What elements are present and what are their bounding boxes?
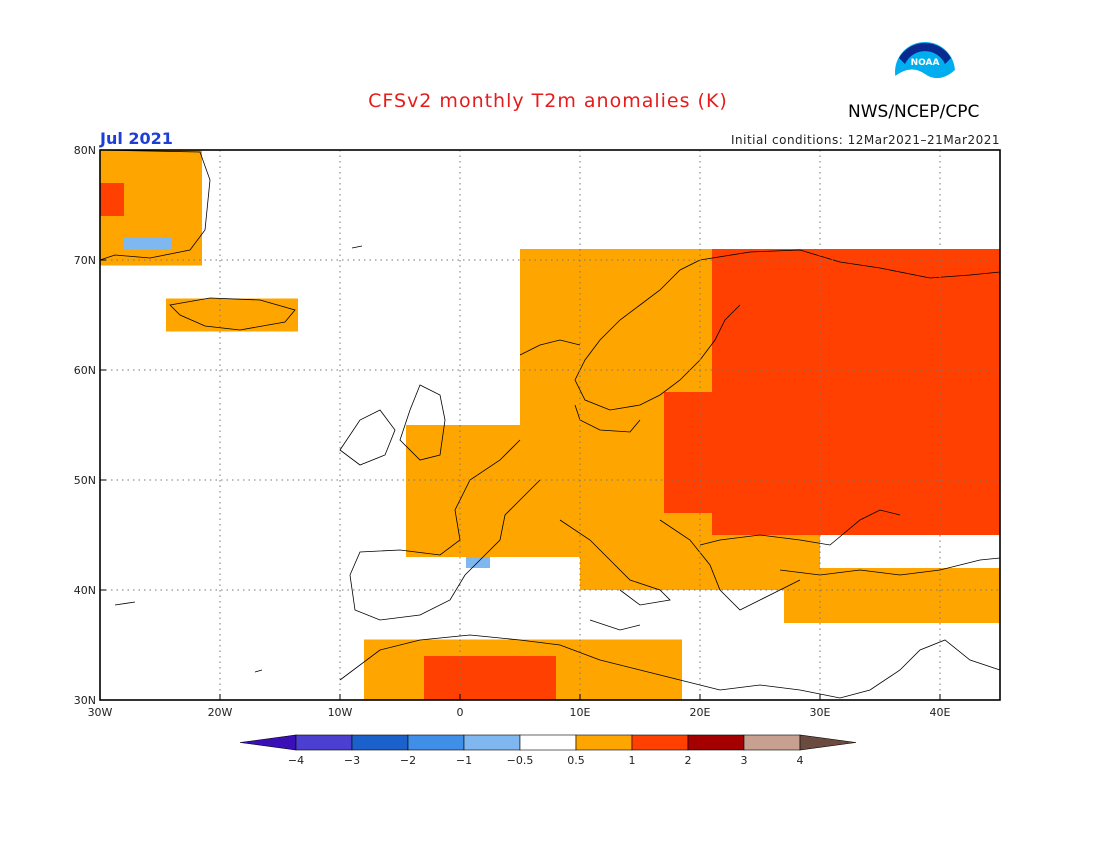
colorbar-segment bbox=[407, 734, 465, 751]
colorbar-segment bbox=[351, 734, 409, 751]
lon-label-20E: 20E bbox=[690, 706, 711, 719]
colorbar-segment bbox=[295, 734, 353, 751]
lat-label-40N: 40N bbox=[74, 584, 96, 597]
lon-label-10E: 10E bbox=[570, 706, 591, 719]
color-legend: −4 −3 −2 −1 −0.5 0.5 1 2 3 4 bbox=[239, 734, 857, 767]
coastlines bbox=[99, 149, 1001, 699]
colorbar-upper-arrow bbox=[799, 734, 857, 751]
graticule bbox=[100, 150, 1000, 700]
lon-label-40E: 40E bbox=[930, 706, 951, 719]
colorbar-segment bbox=[687, 734, 745, 751]
lon-label-20W: 20W bbox=[208, 706, 233, 719]
lon-label-10W: 10W bbox=[328, 706, 353, 719]
colorbar-label: −1 bbox=[456, 754, 472, 767]
colorbar-segment bbox=[631, 734, 689, 751]
anomaly-region-greenland-warm bbox=[100, 183, 124, 216]
map-title: CFSv2 monthly T2m anomalies (K) bbox=[368, 90, 728, 112]
colorbar-label: −2 bbox=[400, 754, 416, 767]
colorbar-segment bbox=[575, 734, 633, 751]
initial-conditions: Initial conditions: 12Mar2021–21Mar2021 bbox=[730, 133, 1000, 147]
colorbar-label: 3 bbox=[741, 754, 748, 767]
colorbar-segment bbox=[463, 734, 521, 751]
lat-label-30N: 30N bbox=[74, 694, 96, 707]
colorbar-label: 4 bbox=[797, 754, 804, 767]
colorbar-label: −0.5 bbox=[507, 754, 534, 767]
anomaly-region-greenland-cool bbox=[124, 238, 172, 249]
colorbar-label: 0.5 bbox=[567, 754, 585, 767]
anomaly-region-ukraine-belarus bbox=[664, 392, 856, 513]
colorbar-segment bbox=[743, 734, 801, 751]
svg-text:NOAA: NOAA bbox=[911, 58, 940, 68]
colorbar-label: −4 bbox=[288, 754, 304, 767]
colorbar-segment bbox=[519, 734, 577, 751]
lat-label-60N: 60N bbox=[74, 364, 96, 377]
colorbar-label: 2 bbox=[685, 754, 692, 767]
lat-label-80N: 80N bbox=[74, 144, 96, 157]
agency-label: NWS/NCEP/CPC bbox=[848, 102, 980, 122]
lat-label-70N: 70N bbox=[74, 254, 96, 267]
anomaly-region-iceland bbox=[166, 298, 298, 332]
lon-label-30E: 30E bbox=[810, 706, 831, 719]
colorbar-lower-arrow bbox=[239, 734, 297, 751]
colorbar-label: 1 bbox=[629, 754, 636, 767]
lon-label-30W: 30W bbox=[88, 706, 113, 719]
lat-label-50N: 50N bbox=[74, 474, 96, 487]
forecast-month: Jul 2021 bbox=[100, 129, 173, 148]
colorbar-label: −3 bbox=[344, 754, 360, 767]
anomaly-region-algeria-warm bbox=[424, 656, 556, 700]
anomaly-regions bbox=[100, 150, 1000, 700]
anomaly-region-turkey-south bbox=[784, 568, 1000, 623]
map-frame bbox=[99, 149, 1001, 701]
lon-label-0: 0 bbox=[457, 706, 464, 719]
noaa-logo-icon: NOAA bbox=[895, 42, 956, 104]
